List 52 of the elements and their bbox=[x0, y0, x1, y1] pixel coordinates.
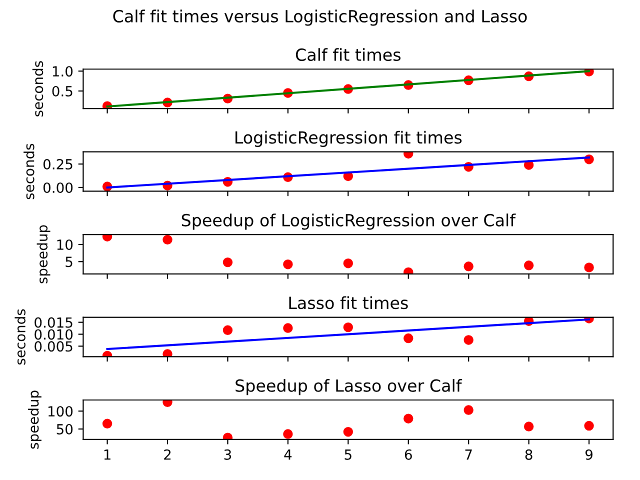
x-tick-label: 3 bbox=[224, 449, 232, 460]
chart-title: Calf fit times versus LogisticRegression and Lasso bbox=[113, 10, 527, 26]
point bbox=[102, 418, 112, 428]
y-axis-title: seconds bbox=[14, 309, 26, 365]
x-tick-label: 1 bbox=[104, 450, 110, 460]
point bbox=[343, 258, 354, 268]
point bbox=[222, 257, 233, 268]
chart-title: Speedup of LogisticRegression over Calf bbox=[182, 214, 516, 230]
point bbox=[464, 405, 474, 415]
y-axis-title: speedup bbox=[28, 390, 42, 449]
point bbox=[283, 429, 293, 439]
point bbox=[584, 262, 594, 272]
y-tick-label: 10 bbox=[57, 239, 73, 250]
y-tick-label: 100 bbox=[48, 406, 73, 417]
x-tick-label: 4 bbox=[284, 450, 292, 460]
x-tick-label: 6 bbox=[404, 449, 412, 460]
point bbox=[222, 325, 233, 336]
point bbox=[404, 152, 414, 159]
y-axis-title: seconds bbox=[24, 144, 34, 200]
point bbox=[584, 420, 594, 431]
point bbox=[404, 333, 414, 344]
point bbox=[162, 234, 172, 245]
point bbox=[283, 323, 293, 333]
point bbox=[283, 260, 293, 270]
chart-title: Speedup of Lasso over Calf bbox=[236, 379, 462, 396]
y-tick-label: 1.0 bbox=[52, 66, 73, 77]
y-tick-label: 0.25 bbox=[43, 159, 72, 170]
chart-subtitle: Calf fit times bbox=[296, 48, 401, 62]
x-tick-label: 2 bbox=[164, 449, 171, 460]
point bbox=[464, 335, 474, 345]
x-tick-label: 9 bbox=[585, 449, 592, 460]
chart-title: Lasso fit times bbox=[289, 296, 408, 310]
x-tick-label: 5 bbox=[344, 450, 352, 460]
y-tick-label: 50 bbox=[56, 424, 73, 434]
y-tick-label: 0.005 bbox=[34, 341, 72, 352]
point bbox=[343, 322, 354, 332]
point bbox=[524, 422, 534, 432]
chart-title: LogisticRegression fit times bbox=[236, 130, 462, 147]
point bbox=[343, 427, 354, 437]
y-axis-title: seconds bbox=[32, 61, 44, 116]
y-tick-label: 0.00 bbox=[43, 182, 73, 193]
x-tick-label: 7 bbox=[465, 450, 472, 460]
point bbox=[404, 414, 414, 424]
point bbox=[162, 349, 172, 357]
y-axis-title: speedup bbox=[36, 225, 50, 284]
y-tick-label: 0.015 bbox=[34, 317, 72, 328]
point bbox=[464, 262, 474, 272]
x-tick-label: 8 bbox=[525, 449, 532, 460]
y-tick-label: 0.5 bbox=[52, 86, 72, 96]
y-tick-label: 5 bbox=[66, 256, 72, 268]
y-tick-label: 0.010 bbox=[34, 329, 73, 340]
point bbox=[524, 260, 534, 270]
